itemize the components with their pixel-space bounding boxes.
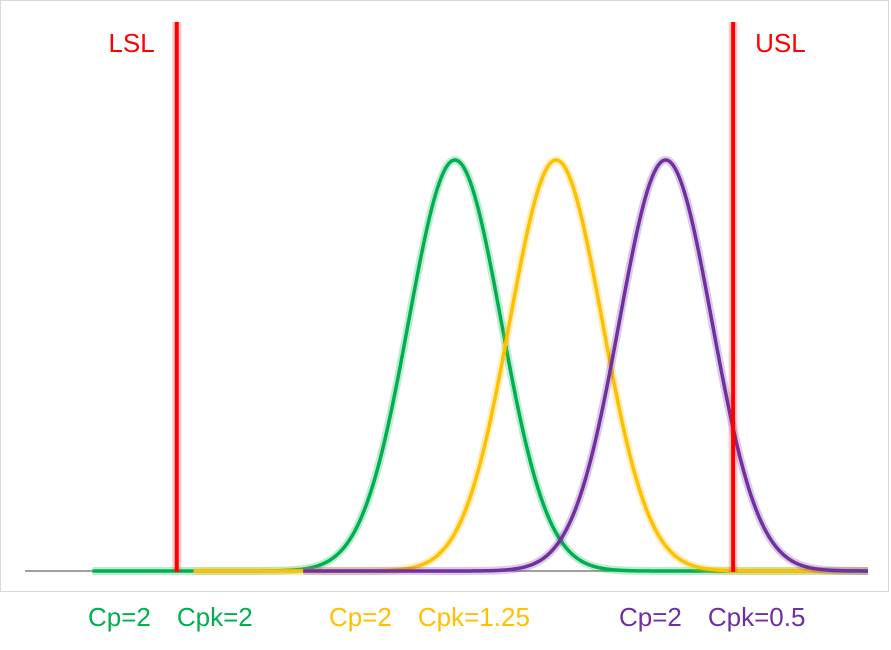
cpk-label: Cpk=0.5: [707, 602, 806, 632]
cpk-label: Cpk=2: [176, 602, 253, 632]
cp-label: Cp=2: [329, 602, 392, 632]
caption-series-3: Cp=2 Cpk=0.5: [619, 602, 805, 633]
spec-limit-label-usl: USL: [755, 28, 806, 58]
spec-limit-label-lsl: LSL: [108, 28, 154, 58]
chart-plot: LSL USL: [25, 22, 869, 575]
chart-frame: [0, 0, 889, 592]
distribution-curve-3: [302, 158, 869, 573]
cp-label: Cp=2: [619, 602, 682, 632]
distribution-curves: [92, 155, 869, 575]
cp-label: Cp=2: [88, 602, 151, 632]
cpk-label: Cpk=1.25: [417, 602, 530, 632]
distribution-curve-2: [193, 158, 869, 573]
caption-series-2: Cp=2 Cpk=1.25: [329, 602, 530, 633]
spec-limits: LSL USL: [108, 22, 806, 572]
distribution-curve-1: [92, 158, 868, 573]
caption-series-1: Cp=2 Cpk=2: [88, 602, 253, 633]
